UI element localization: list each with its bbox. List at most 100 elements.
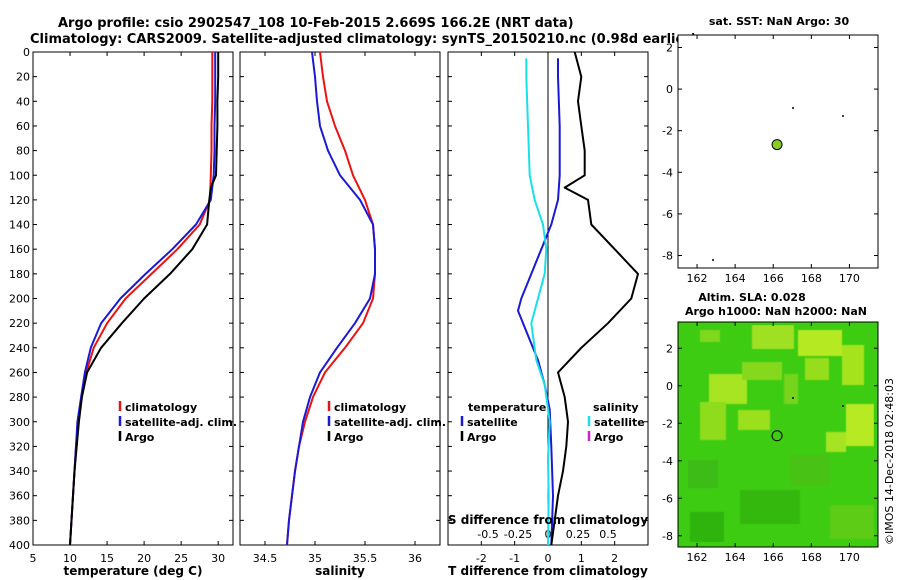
map-x-tick-label: 166	[763, 272, 784, 285]
heatmap-patch	[846, 404, 874, 446]
map-x-tick-label: 168	[801, 272, 822, 285]
map-x-tick-label: 162	[687, 272, 708, 285]
map-speck	[712, 259, 714, 261]
sla-map-frame	[677, 321, 879, 548]
y-tick-label: 0	[23, 46, 30, 59]
map-y-tick-label: -6	[662, 208, 673, 221]
sst-map-frame	[677, 34, 879, 269]
heatmap-patch	[784, 374, 798, 404]
heatmap-patch	[805, 358, 829, 380]
series-line-argo	[69, 52, 220, 545]
map-y-tick-label: -8	[662, 250, 673, 263]
difference-y-ticks	[448, 51, 648, 546]
legend-label-satellite-adj: satellite-adj. clim.	[125, 416, 237, 429]
series-line-climatology	[69, 52, 214, 545]
salinity-x-ticks: 34.5 35 35.5 36	[253, 52, 422, 565]
map-x-tick-label: 164	[725, 272, 746, 285]
map-x-tick-label: 170	[839, 272, 860, 285]
x-tick-label: -1	[509, 552, 520, 565]
temperature-legend: climatology satellite-adj. clim. Argo	[118, 401, 237, 444]
heatmap-patch	[842, 345, 864, 385]
legend-label-climatology: climatology	[334, 401, 406, 414]
heatmap-patch	[700, 330, 720, 342]
map-x-tick-label: 162	[687, 551, 708, 564]
x-tick-label: 34.5	[253, 552, 278, 565]
s-tick-label: -0.25	[504, 528, 532, 541]
heatmap-patch	[709, 374, 747, 404]
difference-panel: -2 -1 0 1 2 -0.5 -0.25 0 0.25 0.5 T difference f…	[447, 51, 649, 578]
heatmap-patch	[738, 410, 770, 430]
series-line-climatology	[286, 52, 376, 545]
x-tick-label: 25	[174, 552, 188, 565]
map-speck	[792, 107, 794, 109]
y-tick-label: 160	[9, 243, 30, 256]
y-tick-label: 260	[9, 366, 30, 379]
x-tick-label: 20	[137, 552, 151, 565]
map-x-tick-label: 168	[801, 551, 822, 564]
s-tick-label: 0.25	[566, 528, 591, 541]
argo-position-marker	[771, 430, 783, 442]
map-y-tick-label: 0	[666, 380, 673, 393]
legend-label-argo: Argo	[334, 431, 364, 444]
x-tick-label: -2	[476, 552, 487, 565]
y-tick-label: 200	[9, 293, 30, 306]
sla-map-ticks: 162 164 166 168 170 2 0 -2 -4 -6 -8	[662, 322, 878, 564]
salinity-x-label: salinity	[315, 564, 365, 578]
salinity-axes-frame	[239, 51, 441, 546]
sla-heatmap	[678, 322, 878, 551]
heatmap-patch	[830, 505, 874, 539]
salinity-lines	[286, 52, 376, 545]
difference-x-ticks: -2 -1 0 1 2	[476, 52, 618, 565]
y-tick-label: 100	[9, 169, 30, 182]
legend-label-satellite-adj: satellite-adj. clim.	[334, 416, 446, 429]
difference-x-label-t: T difference from climatology	[448, 564, 648, 578]
y-tick-label: 400	[9, 539, 30, 552]
heatmap-patch	[688, 460, 718, 488]
map-x-tick-label: 164	[725, 551, 746, 564]
legend-title-salinity: salinity	[593, 401, 639, 414]
y-tick-label: 340	[9, 465, 30, 478]
legend-label-climatology: climatology	[125, 401, 197, 414]
map-y-tick-label: 2	[666, 342, 673, 355]
argo-position-marker	[771, 139, 783, 151]
temperature-x-label: temperature (deg C)	[64, 564, 203, 578]
y-tick-label: 280	[9, 391, 30, 404]
y-tick-label: 240	[9, 342, 30, 355]
x-tick-label: 36	[408, 552, 422, 565]
difference-lines	[517, 52, 639, 545]
y-tick-label: 320	[9, 440, 30, 453]
x-tick-label: 10	[63, 552, 77, 565]
map-y-tick-label: 2	[666, 41, 673, 54]
heatmap-patch	[752, 325, 794, 349]
heatmap-patch	[790, 455, 830, 485]
x-tick-label: 1	[578, 552, 585, 565]
series-line-satellite-adj-clim-	[286, 52, 376, 545]
map-speck	[842, 115, 844, 117]
sla-heatmap-patches	[688, 325, 874, 542]
y-tick-label: 220	[9, 317, 30, 330]
map-speck	[712, 549, 714, 551]
temperature-x-ticks: 5 10 15 20 25 30	[30, 52, 225, 565]
legend-label-s-satellite: satellite	[594, 416, 645, 429]
y-tick-label: 300	[9, 416, 30, 429]
y-tick-label: 40	[16, 95, 30, 108]
difference-x-label-s: S difference from climatology	[448, 513, 648, 527]
legend-label-t-argo: Argo	[467, 431, 497, 444]
legend-label-t-satellite: satellite	[467, 416, 518, 429]
temperature-lines	[69, 52, 220, 545]
temperature-panel: 0 20 40 60 80 100 120 140 160 180 200 220 240 260 280 3…	[9, 46, 237, 578]
series-line-satellite-adj-clim-	[69, 52, 217, 545]
temperature-axes-frame	[32, 51, 234, 546]
s-tick-label: 0.5	[599, 528, 617, 541]
figure-title-line-1: Argo profile: csio 2902547_108 10-Feb-20…	[58, 16, 574, 31]
map-speck	[792, 397, 794, 399]
y-tick-label: 380	[9, 514, 30, 527]
watermark: ©IMOS 14-Dec-2018 02:48:03	[883, 378, 896, 545]
sst-map-panel: sat. SST: NaN Argo: 30 162 164 166 168 170 2 0…	[662, 15, 879, 285]
sla-map-title-line-1: Altim. SLA: 0.028	[698, 291, 805, 304]
salinity-y-ticks	[240, 51, 440, 546]
map-y-tick-label: -6	[662, 492, 673, 505]
map-y-tick-label: 0	[666, 83, 673, 96]
y-tick-label: 20	[16, 71, 30, 84]
